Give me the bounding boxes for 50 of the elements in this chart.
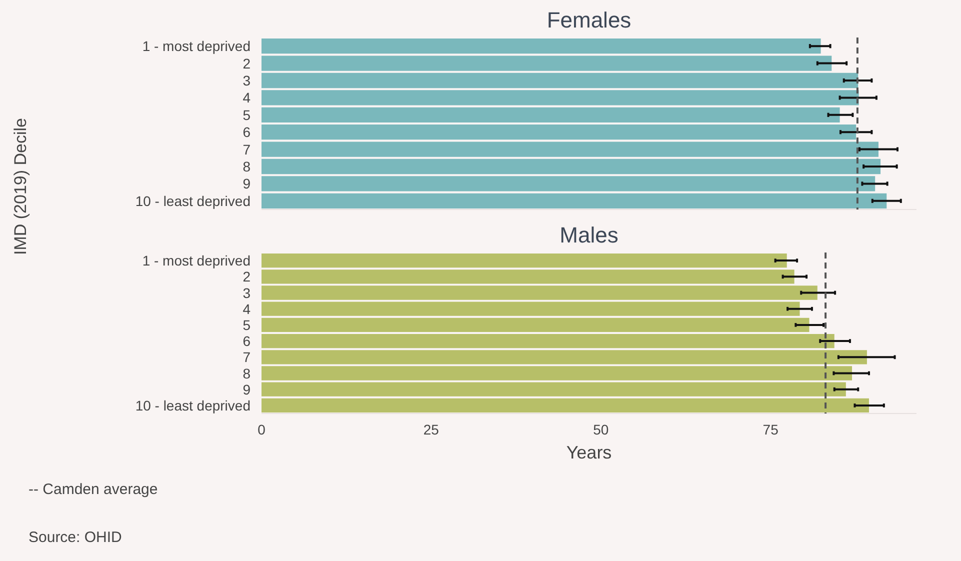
y-tick-label: 6 [242,333,251,350]
bar [262,124,856,140]
bar [262,193,887,208]
y-tick-label: 8 [242,365,251,382]
y-tick-label: 3 [242,72,251,88]
x-axis-title: Years [566,442,612,462]
bar [262,90,859,106]
y-tick-label: 10 - least deprived [135,397,251,414]
chart-title: Females [546,8,632,32]
bar [262,56,832,71]
y-tick-label: 1 - most deprived [142,252,251,269]
bar [262,176,876,192]
y-tick-label: 10 - least deprived [135,192,251,209]
bar [262,253,787,268]
x-tick-label: 25 [423,422,440,438]
x-tick-label: 75 [762,422,779,438]
bar [262,270,794,284]
source-note: Source: OHID [28,529,122,546]
y-tick-label: 7 [242,141,251,158]
y-tick-label: 3 [242,284,251,301]
y-tick-label: 4 [242,300,251,317]
y-tick-label: 1 - most deprived [142,38,251,54]
y-tick-label: 9 [242,381,251,398]
y-tick-label: 5 [242,316,251,333]
y-tick-label: 2 [242,55,251,72]
y-tick-label: 5 [242,106,251,123]
bar [262,350,867,364]
y-tick-label: 6 [242,124,251,140]
y-tick-label: 2 [242,268,251,285]
bar [262,334,834,348]
bar [262,72,858,88]
x-tick-label: 0 [258,422,266,438]
bar [262,398,869,413]
bar [262,382,846,396]
y-tick-label: 7 [242,349,251,366]
bar [262,318,810,332]
bar [262,286,818,300]
bar [262,38,821,54]
bar [262,366,852,380]
text: -- Camden average [28,481,158,498]
y-tick-label: 4 [242,90,251,106]
bar [262,158,881,174]
y-tick-label: 9 [242,176,251,192]
y-tick-label: 8 [242,158,251,174]
bar [262,302,800,316]
x-tick-label: 50 [593,422,609,438]
bar [262,142,878,157]
chart-title: Males [560,222,618,248]
y-axis-title: IMD (2019) Decile [11,118,30,255]
bar [262,107,840,122]
